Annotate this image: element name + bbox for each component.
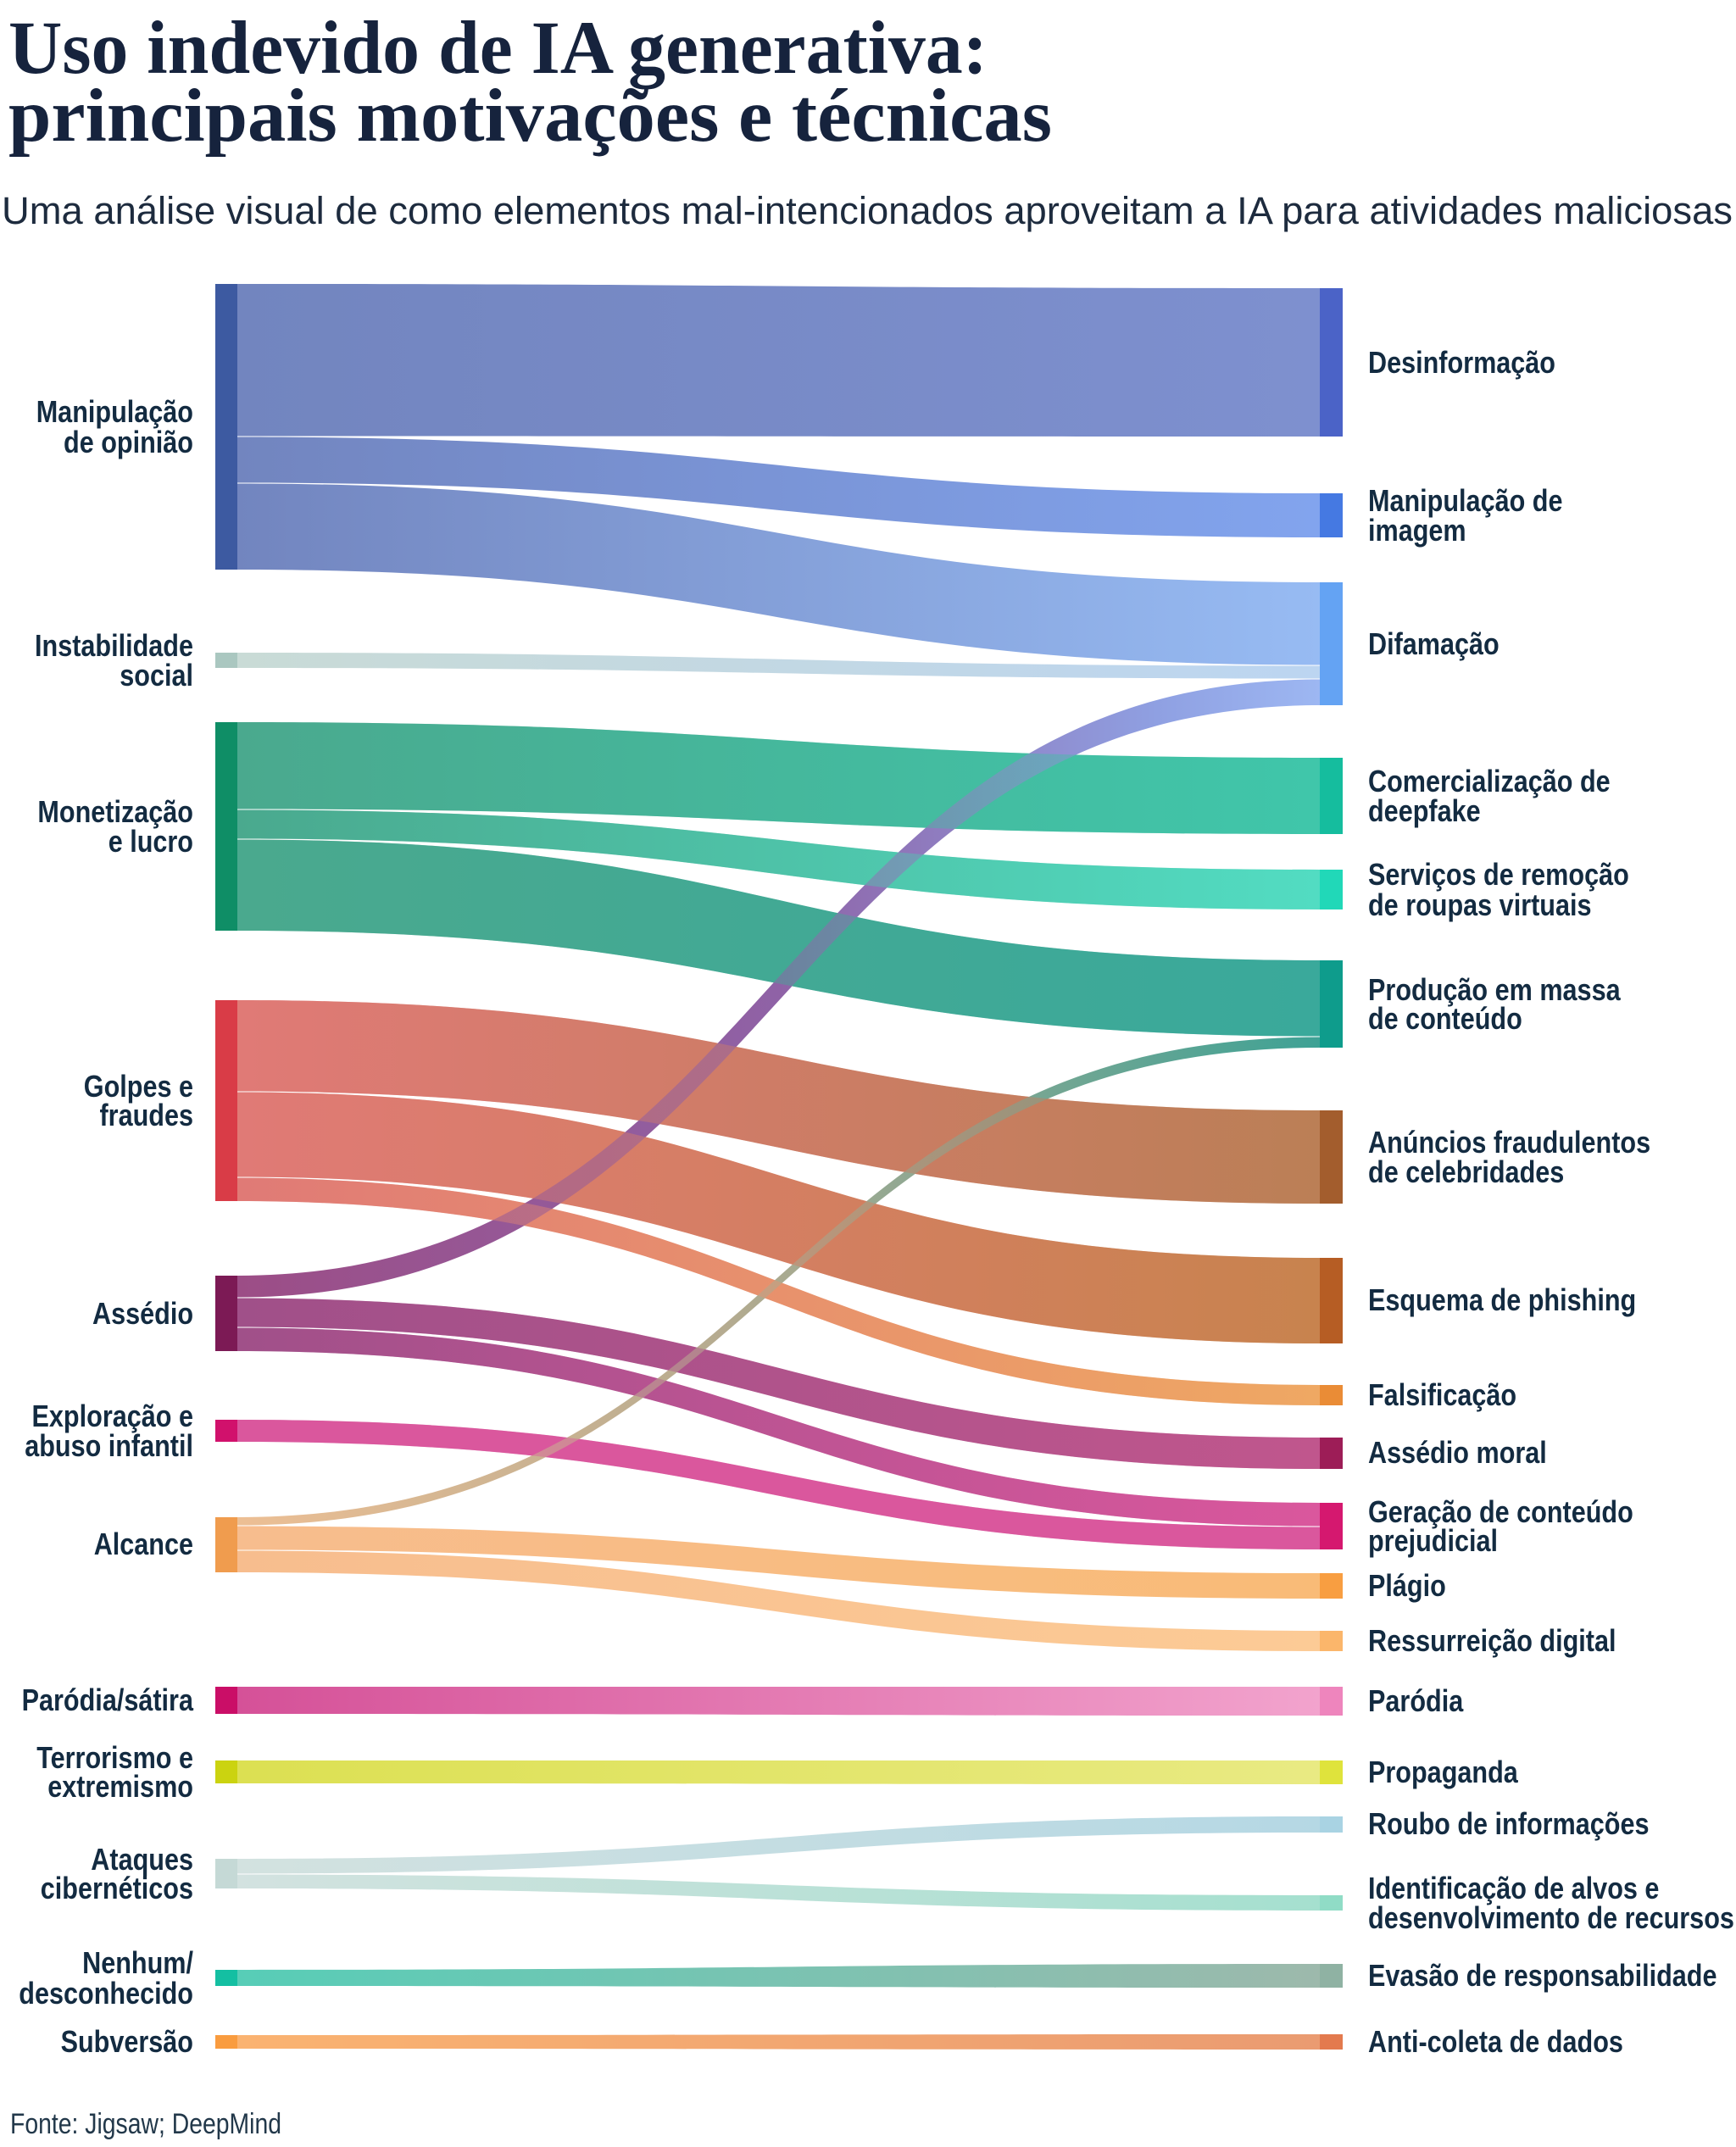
- svg-text:Exploração e: Exploração e: [32, 1399, 194, 1433]
- svg-text:Alcance: Alcance: [94, 1527, 193, 1561]
- svg-text:fraudes: fraudes: [100, 1098, 194, 1132]
- svg-text:Monetização: Monetização: [37, 794, 193, 829]
- svg-text:Ataques: Ataques: [91, 1842, 193, 1877]
- svg-text:Terrorismo e: Terrorismo e: [36, 1740, 193, 1775]
- svg-text:Roubo de informações: Roubo de informações: [1368, 1806, 1650, 1841]
- svg-text:imagem: imagem: [1368, 513, 1466, 548]
- svg-text:Subversão: Subversão: [61, 2024, 193, 2059]
- svg-text:Instabilidade: Instabilidade: [35, 628, 193, 663]
- svg-text:Assédio: Assédio: [92, 1296, 193, 1331]
- svg-text:Falsificação: Falsificação: [1368, 1377, 1516, 1412]
- svg-text:Produção em massa: Produção em massa: [1368, 972, 1621, 1007]
- svg-text:Anúncios fraudulentos: Anúncios fraudulentos: [1368, 1125, 1650, 1160]
- svg-text:desenvolvimento de recursos: desenvolvimento de recursos: [1368, 1900, 1734, 1935]
- svg-text:de celebridades: de celebridades: [1368, 1154, 1564, 1189]
- svg-text:Comercialização de: Comercialização de: [1368, 764, 1611, 798]
- svg-text:Geração de conteúdo: Geração de conteúdo: [1368, 1494, 1633, 1529]
- svg-text:Golpes e: Golpes e: [84, 1069, 193, 1104]
- svg-text:Desinformação: Desinformação: [1368, 345, 1555, 380]
- svg-text:desconhecido: desconhecido: [19, 1976, 193, 2011]
- svg-text:Serviços de remoção: Serviços de remoção: [1368, 857, 1629, 892]
- svg-text:Nenhum/: Nenhum/: [82, 1945, 193, 1980]
- svg-text:Identificação de alvos e: Identificação de alvos e: [1368, 1871, 1659, 1905]
- svg-text:principais motivações e técnic: principais motivações e técnicas: [8, 75, 1052, 158]
- svg-text:e lucro: e lucro: [108, 824, 193, 859]
- svg-text:Anti-coleta de dados: Anti-coleta de dados: [1368, 2024, 1623, 2059]
- svg-text:Manipulação de: Manipulação de: [1368, 483, 1563, 518]
- svg-text:Ressurreição digital: Ressurreição digital: [1368, 1623, 1616, 1658]
- svg-text:Uso indevido de IA generativa:: Uso indevido de IA generativa:: [8, 7, 988, 90]
- svg-text:Manipulação: Manipulação: [36, 394, 193, 429]
- svg-text:Paródia: Paródia: [1368, 1683, 1464, 1718]
- svg-text:de roupas virtuais: de roupas virtuais: [1368, 887, 1592, 922]
- svg-text:Paródia/sátira: Paródia/sátira: [22, 1683, 194, 1717]
- svg-text:deepfake: deepfake: [1368, 793, 1481, 828]
- svg-text:social: social: [120, 658, 193, 692]
- svg-text:abuso infantil: abuso infantil: [25, 1428, 193, 1463]
- svg-text:Evasão de responsabilidade: Evasão de responsabilidade: [1368, 1958, 1717, 1993]
- svg-text:Assédio moral: Assédio moral: [1368, 1435, 1547, 1470]
- svg-text:de opinião: de opinião: [64, 425, 193, 459]
- svg-text:Plágio: Plágio: [1368, 1568, 1446, 1603]
- svg-text:prejudicial: prejudicial: [1368, 1523, 1498, 1558]
- svg-text:Difamação: Difamação: [1368, 626, 1500, 661]
- svg-text:Uma análise visual de como ele: Uma análise visual de como elementos mal…: [2, 189, 1733, 232]
- svg-text:Esquema de phishing: Esquema de phishing: [1368, 1282, 1636, 1317]
- svg-text:extremismo: extremismo: [47, 1769, 193, 1804]
- svg-text:cibernéticos: cibernéticos: [41, 1871, 193, 1905]
- svg-text:de conteúdo: de conteúdo: [1368, 1001, 1522, 1036]
- svg-text:Propaganda: Propaganda: [1368, 1755, 1519, 1789]
- svg-text:Fonte: Jigsaw; DeepMind: Fonte: Jigsaw; DeepMind: [10, 2108, 281, 2140]
